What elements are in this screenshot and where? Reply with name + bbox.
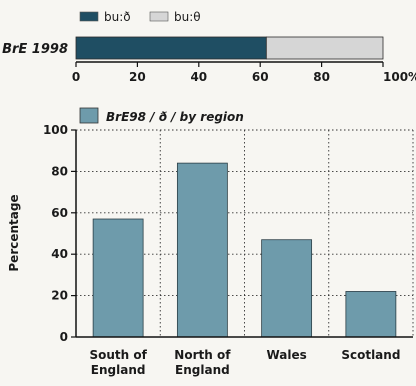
legend-swatch bbox=[79, 11, 99, 22]
stacked-bar-chart: bu:ð bu:θ BrE 1998 0 20 40 60 80 100% bbox=[2, 10, 416, 84]
x-tick-label: 0 bbox=[72, 70, 80, 84]
category-label: BrE 1998 bbox=[2, 42, 68, 57]
bar bbox=[176, 162, 228, 338]
bar bbox=[345, 291, 397, 338]
legend-label: bu:ð bbox=[104, 10, 131, 24]
x-tick-label: 100% bbox=[383, 70, 416, 84]
x-category-label: South of bbox=[89, 348, 147, 362]
y-tick-label: 40 bbox=[51, 247, 68, 261]
x-category-label: England bbox=[91, 363, 146, 377]
y-tick-label: 100 bbox=[43, 123, 68, 137]
bar-segment bbox=[265, 36, 384, 60]
legend-label: bu:θ bbox=[174, 10, 201, 24]
legend-swatch bbox=[79, 107, 99, 124]
y-tick-label: 60 bbox=[51, 206, 68, 220]
x-category-label: Scotland bbox=[341, 348, 400, 362]
chart-title: BrE98 / ð / by region bbox=[106, 110, 244, 124]
x-tick-label: 40 bbox=[190, 70, 207, 84]
y-tick-label: 80 bbox=[51, 164, 68, 178]
bar-segment bbox=[75, 36, 267, 60]
x-category-label: North of bbox=[174, 348, 231, 362]
region-bar-chart: BrE98 / ð / by region 0 20 40 60 80 100 Percent… bbox=[7, 107, 414, 377]
y-tick-label: 0 bbox=[60, 330, 68, 344]
y-tick-label: 20 bbox=[51, 289, 68, 303]
legend-swatch bbox=[149, 11, 169, 22]
x-tick-label: 80 bbox=[313, 70, 330, 84]
x-category-label: Wales bbox=[266, 348, 306, 362]
bar bbox=[92, 218, 144, 338]
y-axis-label: Percentage bbox=[7, 194, 21, 271]
x-tick-label: 20 bbox=[129, 70, 146, 84]
bar bbox=[261, 239, 313, 338]
x-category-label: England bbox=[175, 363, 230, 377]
x-tick-label: 60 bbox=[252, 70, 269, 84]
